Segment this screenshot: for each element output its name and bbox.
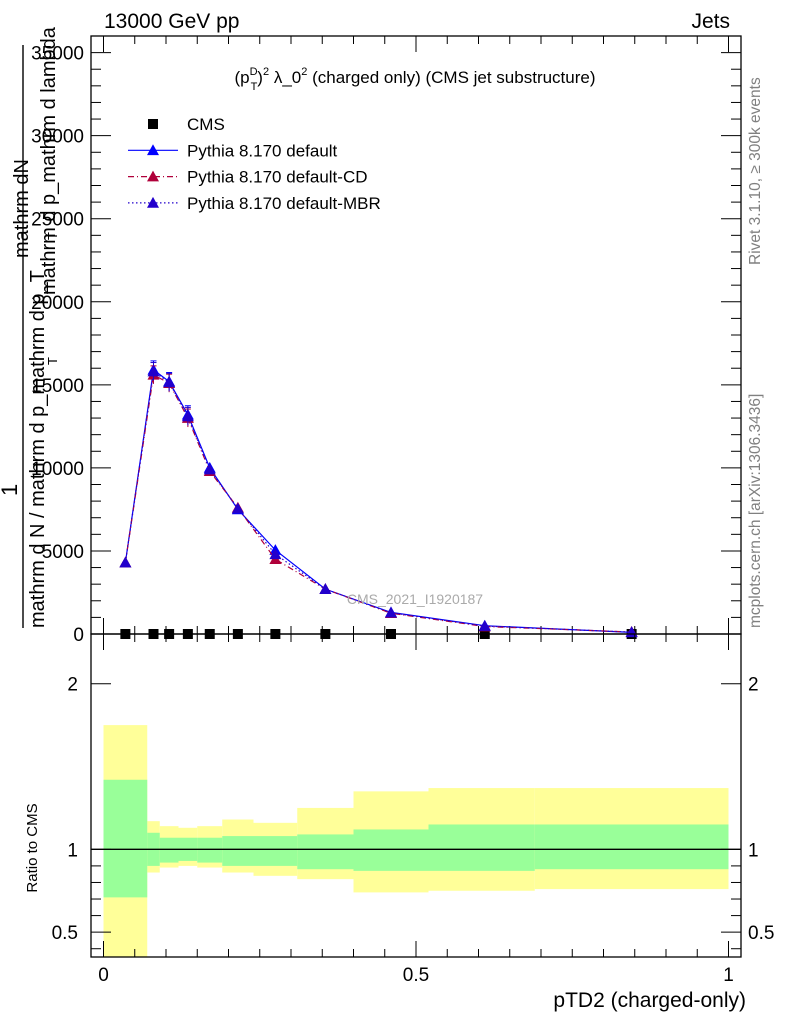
ratio-y-tick-label: 1 (67, 840, 78, 861)
main-ylabel-line: 1 (0, 484, 22, 496)
ratio-y-tick-label-right: 2 (748, 675, 759, 696)
main-ylabel-sub: T (45, 357, 60, 365)
green-band-bin (159, 837, 179, 863)
ratio-ylabel: Ratio to CMS (24, 803, 41, 892)
series-point (319, 583, 332, 594)
green-band-bin (534, 824, 729, 870)
series-point (203, 463, 216, 475)
header-right: Jets (691, 10, 730, 33)
main-ylabel-sub: T (45, 232, 60, 240)
main-axes: 0 5000 10000 15000 20000 25000 30000 35000 (31, 35, 742, 646)
y-tick-label: 25000 (31, 210, 84, 231)
series-line-2 (124, 373, 632, 633)
y-tick-label: 30000 (31, 127, 84, 148)
y-tick-label: 15000 (31, 376, 84, 397)
legend-marker-triangle (147, 170, 159, 182)
series-point (231, 502, 244, 514)
green-band-bin (253, 836, 298, 866)
green-band-bin (297, 834, 354, 870)
title-part: (p (234, 68, 249, 87)
ratio-axes: 0 0.5 1 0.5 0.5 1 1 2 2 (52, 633, 774, 986)
y-tick-label: 35000 (31, 44, 84, 65)
legend-marker-square (148, 119, 158, 129)
main-ylabel: mathrm dN mathrm d p_mathrm d lambda 1 m… (0, 26, 60, 628)
series-point (147, 365, 160, 377)
rivet-label: Rivet 3.1.10, ≥ 300k events (747, 77, 764, 265)
y-tick-label: 10000 (31, 459, 84, 480)
series-point (478, 620, 491, 631)
ratio-plot: 0 0.5 1 0.5 0.5 1 1 2 2 (52, 633, 774, 986)
ratio-y-tick-label: 0.5 (52, 923, 78, 944)
title-part: λ_0 (269, 68, 301, 87)
main-ylabel-line: mathrm d N / mathrm d p_mathrm d p_T (27, 270, 49, 628)
green-band-bin (222, 836, 254, 866)
green-band-bin (353, 829, 429, 871)
x-tick-label: 0 (98, 965, 109, 986)
legend-label: Pythia 8.170 default-MBR (187, 194, 381, 213)
legend: CMS Pythia 8.170 default Pythia 8.170 defa… (128, 115, 381, 213)
series-point (181, 410, 194, 422)
green-band-bin (428, 824, 535, 871)
ratio-y-tick-label: 2 (67, 675, 78, 696)
y-tick-label: 20000 (31, 293, 84, 314)
ratio-bands (103, 725, 729, 957)
analysis-watermark: CMS_2021_I1920187 (347, 591, 483, 607)
green-band-bin (103, 779, 148, 898)
title-part: D (250, 66, 258, 78)
x-tick-label: 0.5 (403, 965, 429, 986)
ratio-y-tick-label-right: 1 (748, 840, 759, 861)
legend-marker-triangle (147, 144, 159, 156)
title-part: T (251, 81, 258, 93)
series-point (385, 606, 397, 618)
legend-marker-triangle (147, 196, 159, 208)
title-part: 2 (263, 66, 269, 78)
main-plot: 0 5000 10000 15000 20000 25000 30000 35000 (31, 35, 742, 646)
main-ylabel-line: mathrm dN (11, 159, 33, 258)
series-point (119, 556, 132, 568)
title-part: ) (257, 68, 263, 87)
title-part: 2 (301, 66, 307, 78)
main-ylabel-line: mathrm d p_mathrm d lambda (38, 26, 60, 295)
title-part: (charged only) (CMS jet substructure) (307, 68, 595, 87)
legend-label: Pythia 8.170 default-CD (187, 168, 368, 187)
ratio-y-tick-label-right: 0.5 (748, 923, 774, 944)
y-tick-label: 0 (73, 625, 84, 646)
mcplots-label: mcplots.cern.ch [arXiv:1306.3436] (747, 394, 764, 628)
legend-label: Pythia 8.170 default (187, 141, 338, 160)
series-point (269, 548, 282, 560)
y-tick-label: 5000 (42, 542, 84, 563)
legend-label: CMS (187, 115, 225, 134)
green-band-bin (197, 837, 223, 863)
series-point (163, 376, 176, 388)
header-left: 13000 GeV pp (104, 10, 239, 33)
x-tick-label: 1 (723, 965, 734, 986)
chart-title: (pD T)2 λ_02 (charged only) (CMS jet subs… (234, 66, 595, 93)
x-axis-label: pTD2 (charged-only) (553, 989, 746, 1012)
